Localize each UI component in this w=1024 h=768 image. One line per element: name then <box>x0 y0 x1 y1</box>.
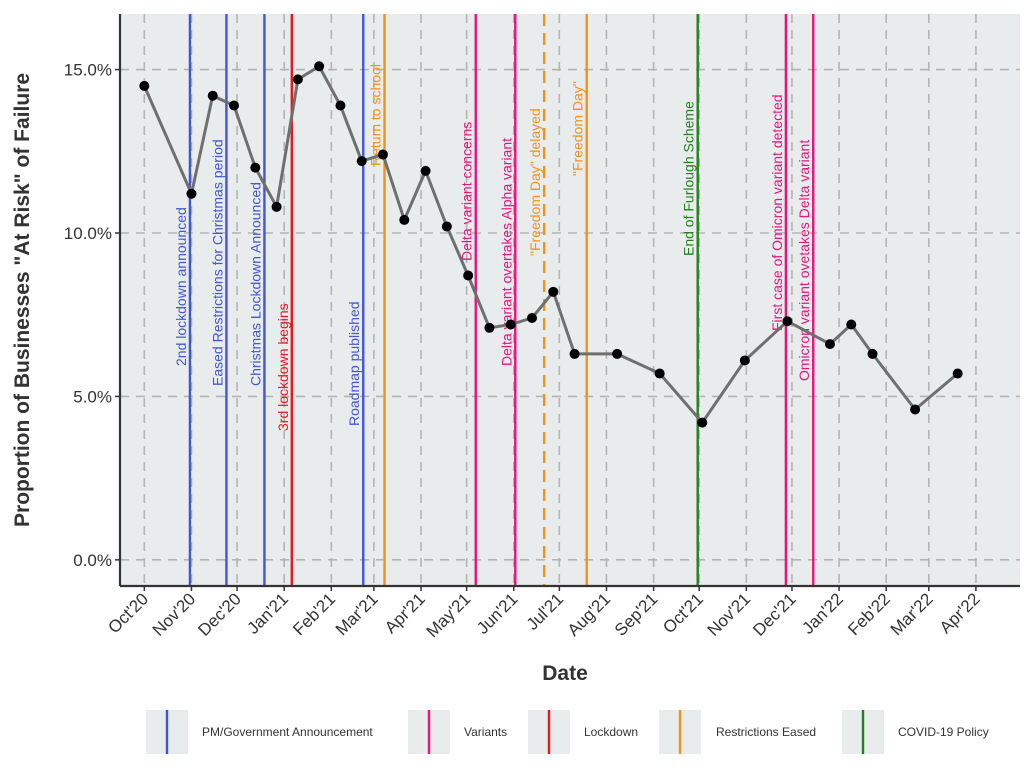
series-layer <box>139 61 963 428</box>
event-label: Christmas Lockdown Announced <box>247 182 263 386</box>
data-point <box>335 100 346 111</box>
data-point <box>484 322 495 333</box>
x-tick-label: Sep'21 <box>611 589 661 639</box>
data-point <box>782 316 793 327</box>
data-point <box>910 404 921 415</box>
data-point <box>441 221 452 232</box>
data-point <box>739 355 750 366</box>
data-point <box>314 61 325 72</box>
data-point <box>867 348 878 359</box>
x-tick-label: Oct'20 <box>104 589 152 637</box>
event-label: Eased Restrictions for Christmas period <box>209 139 225 386</box>
data-point <box>569 348 580 359</box>
legend-label: COVID-19 Policy <box>898 725 989 739</box>
legend-label: Lockdown <box>584 725 638 739</box>
data-point <box>505 319 516 330</box>
data-point <box>526 312 537 323</box>
x-tick-label: Jun'21 <box>473 589 521 637</box>
x-tick-label: May'21 <box>423 589 475 641</box>
event-label: Roadmap published <box>346 301 362 426</box>
data-point <box>612 348 623 359</box>
series-line <box>142 64 959 425</box>
x-tick-label: Aug'21 <box>564 589 614 639</box>
data-point <box>824 339 835 350</box>
data-point <box>186 188 197 199</box>
plot-panel <box>120 14 1020 586</box>
x-tick-label: Nov'20 <box>149 589 199 639</box>
data-point <box>846 319 857 330</box>
data-point <box>207 90 218 101</box>
axes <box>118 14 1020 588</box>
x-tick-label: Mar'22 <box>887 589 937 639</box>
x-tick-label: Mar'21 <box>332 589 382 639</box>
data-point <box>250 162 261 173</box>
x-tick-label: Feb'21 <box>289 589 339 639</box>
y-tick-label: 15.0% <box>64 61 112 80</box>
x-tick-label: Apr'21 <box>381 589 429 637</box>
data-point <box>271 201 282 212</box>
event-label: First case of Omicron variant detected <box>769 94 785 331</box>
event-label: 2nd lockdown announced <box>173 207 189 366</box>
x-tick-label: Dec'21 <box>749 589 799 639</box>
event-label: 3rd lockdown begins <box>275 303 291 431</box>
x-tick-label: Jan'22 <box>798 589 846 637</box>
data-point <box>463 270 474 281</box>
legend-label: Variants <box>464 725 507 739</box>
y-tick-label: 10.0% <box>64 224 112 243</box>
data-point <box>952 368 963 379</box>
legend-label: PM/Government Announcement <box>202 725 373 739</box>
event-label: "Freedom Day" <box>570 81 586 176</box>
data-point <box>139 80 150 91</box>
y-tick-labels: 0.0% 5.0% 10.0% 15.0% <box>64 61 120 570</box>
data-point <box>399 214 410 225</box>
y-tick-label: 5.0% <box>73 387 112 406</box>
x-tick-label: Dec'20 <box>194 589 244 639</box>
y-gridlines <box>120 68 1020 561</box>
data-point <box>420 165 431 176</box>
event-label: "Freedom Day" delayed <box>527 108 543 256</box>
event-label: Omicron variant ovetakes Delta variant <box>796 140 812 381</box>
data-point <box>356 156 367 167</box>
legend-label: Restrictions Eased <box>716 725 816 739</box>
y-axis-title: Proportion of Businesses "At Risk" of Fa… <box>11 73 34 527</box>
data-point <box>378 149 389 160</box>
event-label: Return to school <box>368 64 384 166</box>
data-point <box>292 74 303 85</box>
data-point <box>229 100 240 111</box>
event-label: Delta variant overtakes Alpha variant <box>498 138 514 366</box>
x-tick-label: Feb'22 <box>844 589 894 639</box>
legend: PM/Government Announcement Variants Lockdo… <box>146 710 989 754</box>
x-tick-label: Jul'21 <box>523 589 567 633</box>
x-tick-label: Apr'22 <box>936 589 984 637</box>
event-label: End of Furlough Scheme <box>681 101 697 256</box>
y-tick-label: 0.0% <box>73 551 112 570</box>
data-point <box>697 417 708 428</box>
data-point <box>548 286 559 297</box>
x-tick-label: Oct'21 <box>659 589 707 637</box>
data-point <box>654 368 665 379</box>
event-label: Delta variant concerns <box>459 122 475 261</box>
x-axis-title: Date <box>542 662 588 685</box>
x-tick-label: Jan'21 <box>244 589 292 637</box>
x-tick-label: Nov'21 <box>704 589 754 639</box>
